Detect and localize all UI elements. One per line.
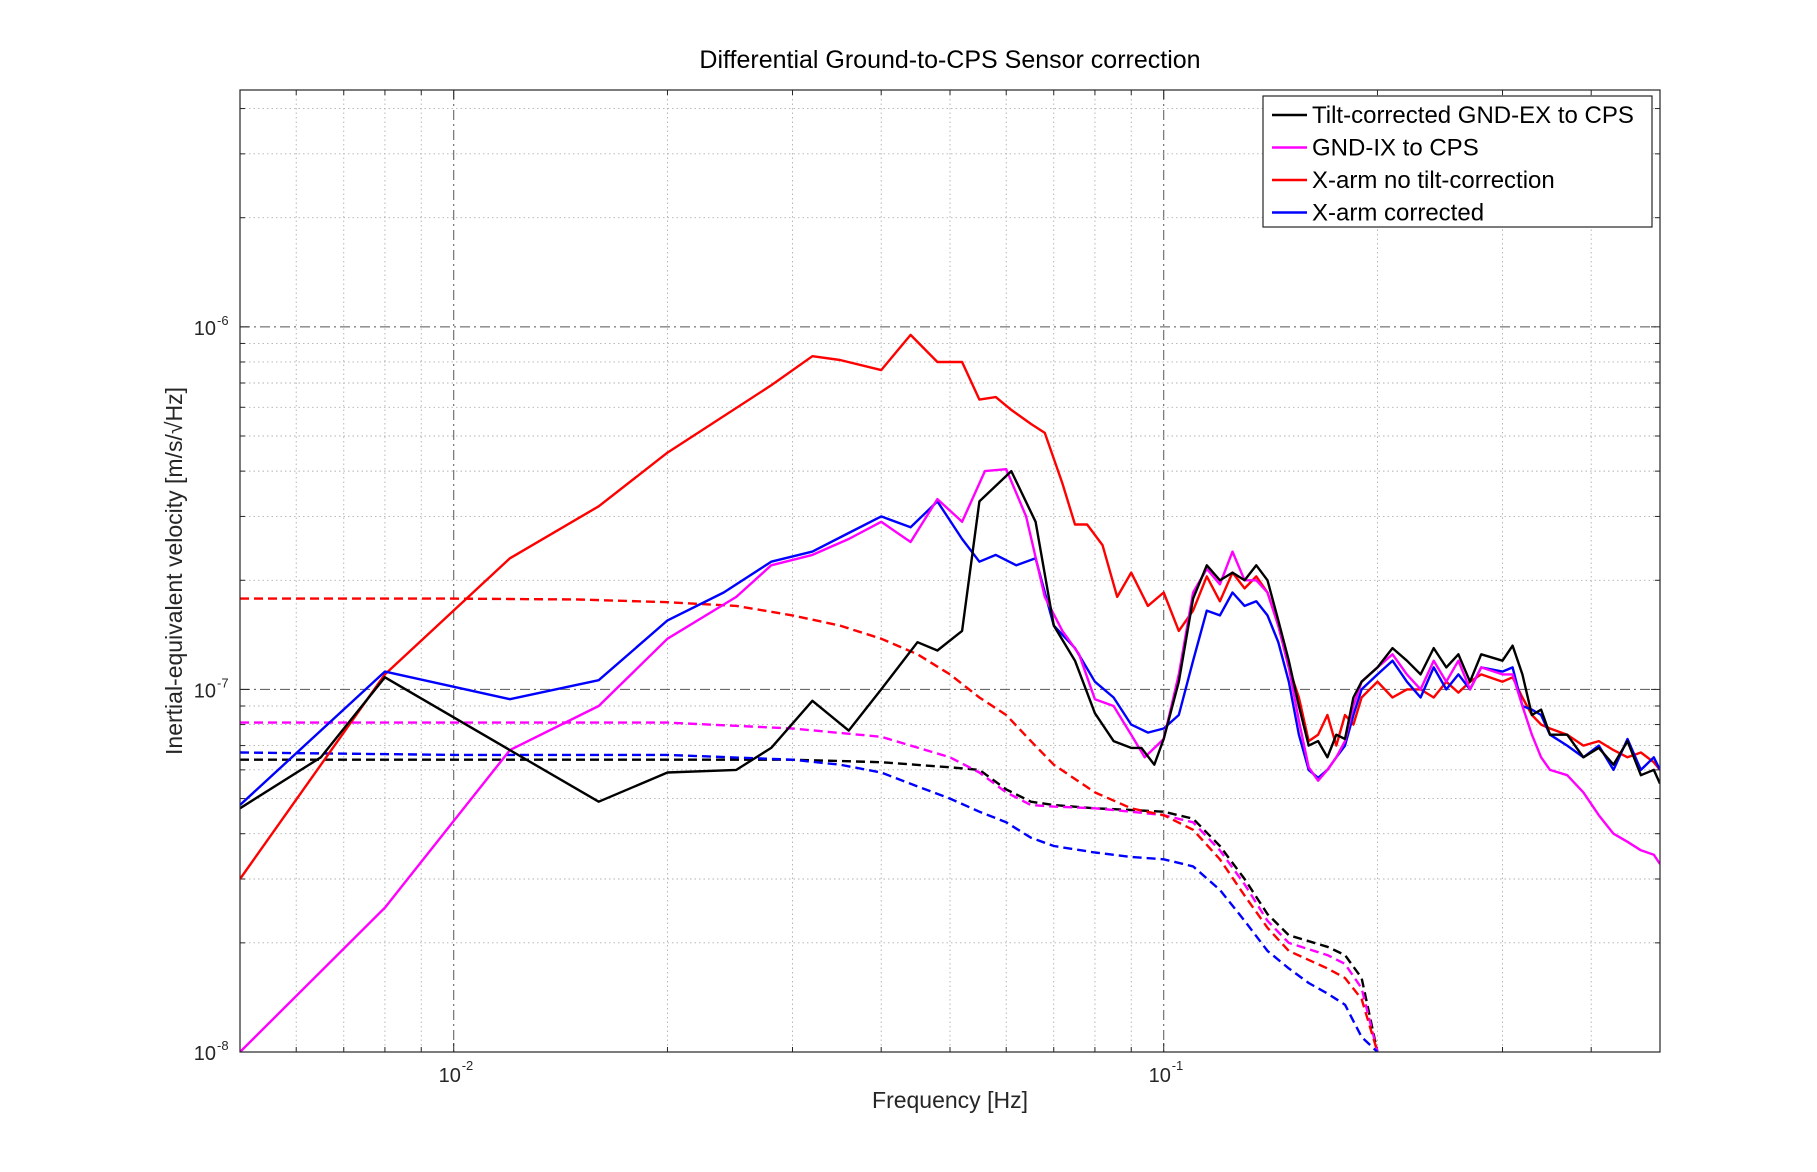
x-tick-label: 10	[1149, 1065, 1171, 1087]
y-axis-label: Inertial-equivalent velocity [m/s/√Hz]	[161, 387, 187, 755]
x-tick-exponent: -1	[1172, 1058, 1184, 1073]
chart-title: Differential Ground-to-CPS Sensor correc…	[699, 46, 1200, 74]
y-tick-exponent: -6	[217, 313, 229, 328]
legend-label: Tilt-corrected GND-EX to CPS	[1312, 102, 1634, 129]
y-tick-label: 10	[194, 1043, 216, 1065]
legend: Tilt-corrected GND-EX to CPS GND-IX to CP…	[1262, 95, 1653, 228]
legend-items: Tilt-corrected GND-EX to CPS GND-IX to CP…	[1272, 102, 1634, 227]
plot-clip	[240, 333, 1660, 1052]
series-layer	[240, 333, 1660, 1052]
legend-box	[1262, 95, 1653, 228]
x-tick-label: 10	[439, 1065, 461, 1087]
series-line-1	[240, 468, 1660, 1052]
y-tick-exponent: -7	[217, 675, 229, 690]
y-tick-label: 10	[194, 680, 216, 702]
legend-label: X-arm no tilt-correction	[1312, 167, 1555, 194]
series-dashed-line-5	[240, 721, 1379, 1052]
ticks-layer: 10 -2 10 -110 -810 -710 -6	[194, 90, 1661, 1087]
y-tick-label: 10	[194, 318, 216, 340]
x-tick-exponent: -2	[462, 1058, 474, 1073]
series-line-3	[240, 500, 1660, 806]
legend-label: X-arm corrected	[1312, 200, 1484, 227]
series-dashed-line-6	[240, 597, 1379, 1052]
legend-label: GND-IX to CPS	[1312, 135, 1479, 162]
y-tick-exponent: -8	[217, 1038, 229, 1053]
x-axis-label: Frequency [Hz]	[872, 1087, 1028, 1113]
series-line-0	[240, 469, 1660, 810]
plot-frame	[239, 89, 1661, 1053]
series-dashed-line-7	[240, 751, 1379, 1052]
